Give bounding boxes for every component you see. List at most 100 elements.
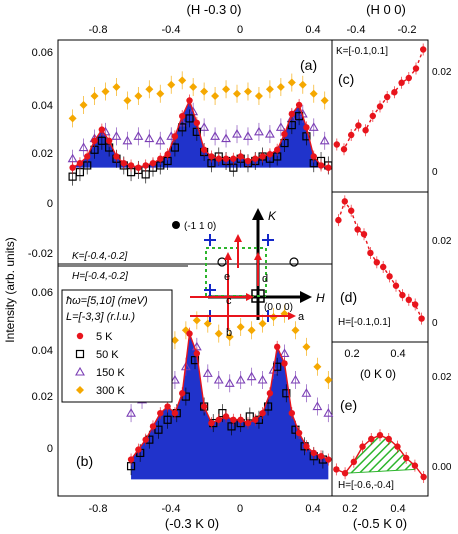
data-point: [199, 122, 210, 131]
cut-label-c: c: [226, 295, 232, 307]
cut-arrowhead: [224, 252, 232, 260]
panel-b-y-tick: 0.06: [32, 287, 53, 299]
legend-energy: ħω=[5,10] (meV): [66, 295, 148, 307]
data-point: [232, 128, 242, 138]
data-point: [257, 374, 268, 384]
panel-e-bottom-title: (-0.5 K 0): [353, 516, 407, 531]
panel-b-series-0: [127, 327, 332, 466]
panel-b-data: [126, 304, 334, 480]
data-point: [312, 401, 323, 411]
data-point: [144, 133, 155, 143]
chart-marks: [67, 43, 427, 483]
data-point: [202, 368, 213, 377]
data-point: [246, 371, 257, 381]
panel-b-y-ticks: 0.06 0.04 0.02 0: [32, 287, 53, 455]
data-point: [214, 329, 223, 338]
data-point: [101, 87, 110, 96]
data-point: [178, 76, 187, 85]
data-point: [302, 342, 311, 351]
panel-d-data: [335, 195, 425, 325]
cut-arrowhead: [254, 252, 262, 260]
panel-e-bottom-tick: 0.2: [342, 503, 357, 515]
panel-e-note: H=[-0.6,-0.4]: [338, 480, 394, 491]
legend-entry-150k: 150 K: [96, 367, 125, 379]
data-point: [224, 378, 235, 387]
data-point: [227, 422, 236, 431]
data-point: [192, 316, 201, 325]
data-point: [254, 92, 263, 100]
panel-b-bottom-tick: 0: [237, 503, 243, 515]
panel-e-top-title: (0 K 0): [360, 367, 396, 381]
data-point: [290, 374, 301, 384]
data-point: [210, 131, 221, 140]
panel-e-data: [333, 429, 427, 483]
data-point: [221, 133, 232, 143]
data-point: [185, 114, 194, 123]
panel-d-note: H=[-0.1,0.1]: [338, 317, 391, 328]
data-point: [189, 83, 198, 92]
data-point: [275, 122, 286, 131]
panel-a-top-tick: -0.8: [89, 24, 108, 36]
panel-e-top-tick: 0.4: [390, 348, 405, 360]
data-point: [324, 376, 333, 384]
data-point: [79, 100, 88, 109]
panel-a-data: [67, 71, 333, 186]
panel-d-series-0: [335, 195, 425, 325]
data-point: [269, 313, 278, 322]
inset-k-label: K: [268, 209, 277, 223]
panel-b-bottom-title: (-0.3 K 0): [165, 516, 219, 531]
inset-origin-label: (0 0 0): [264, 302, 293, 313]
legend-l-range: L=[-3,3] (r.l.u.): [66, 311, 135, 323]
inset-cut-arrows: [190, 240, 290, 330]
data-point: [90, 92, 99, 100]
data-point: [258, 319, 267, 328]
fit-line: [336, 49, 424, 151]
data-point: [154, 425, 163, 434]
panel-c-label: (c): [338, 71, 354, 87]
data-point: [222, 85, 231, 94]
data-point: [126, 408, 137, 417]
data-point: [145, 85, 154, 94]
data-point: [134, 92, 143, 100]
fit-line: [337, 199, 423, 319]
data-point: [111, 131, 122, 140]
data-point: [213, 374, 224, 384]
panel-c-frame: [331, 39, 429, 193]
data-point: [200, 87, 209, 96]
legend-marker: [76, 386, 84, 394]
data-point: [323, 408, 334, 417]
panel-a-y-tick: -0.02: [28, 248, 53, 260]
inset-open-circle: [289, 257, 299, 267]
panel-d-right-tick: 0: [432, 318, 438, 329]
data-point: [190, 356, 200, 365]
panel-a-label: (a): [300, 57, 317, 73]
panel-b-bottom-tick: 0.4: [305, 503, 320, 515]
data-point: [309, 89, 318, 98]
cut-label-e: e: [224, 271, 230, 283]
data-point: [235, 374, 246, 384]
data-point: [319, 135, 330, 145]
data-point: [163, 415, 172, 424]
data-point: [265, 85, 274, 94]
panel-a-top-tick: 0: [237, 24, 243, 36]
data-point: [264, 128, 275, 138]
data-point: [78, 142, 89, 152]
legend-marker: [75, 349, 85, 359]
panel-c-right-tick: 0: [432, 167, 438, 178]
panel-b-y-tick: 0.02: [32, 391, 53, 403]
panel-b-bottom-tick: -0.8: [89, 503, 108, 515]
panel-c-top-title: (H 0 0): [366, 2, 406, 17]
panel-b-y-tick: 0.04: [32, 345, 53, 357]
data-point: [253, 126, 264, 136]
cut-label-a: a: [298, 311, 305, 323]
panel-a-note-h: H=[-0.4,-0.2]: [72, 271, 128, 282]
panel-b-bottom-ticks: -0.8 -0.4 0 0.4: [89, 503, 321, 515]
legend-marker: [76, 332, 84, 340]
data-point: [245, 412, 254, 421]
inset-point-marker: [172, 221, 180, 229]
panel-c-data: [333, 43, 427, 156]
inset-h-label: H: [316, 291, 325, 305]
data-point: [282, 389, 291, 398]
data-point: [298, 80, 307, 89]
inset: K H (-1 1 0) (0 0 0) a: [172, 208, 325, 339]
